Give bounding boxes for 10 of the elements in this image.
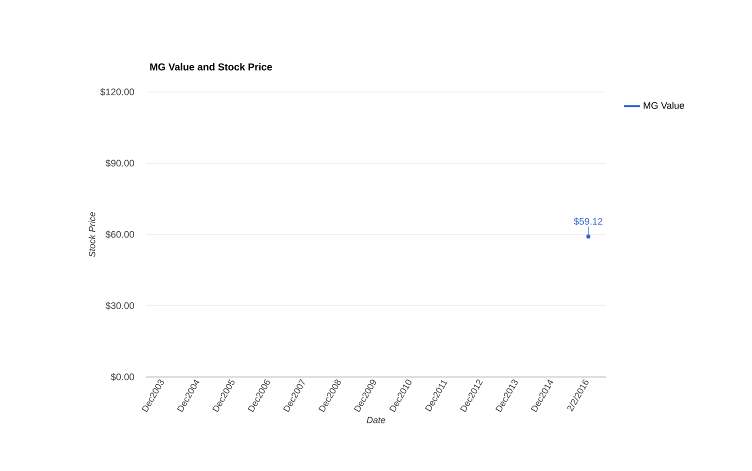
y-tick-label: $30.00 bbox=[106, 302, 134, 310]
legend-label: MG Value bbox=[644, 102, 684, 109]
y-axis-title: Stock Price bbox=[88, 212, 96, 258]
y-tick-label: $90.00 bbox=[106, 159, 134, 168]
x-axis-title: Date bbox=[366, 416, 386, 424]
y-tick-label: $0.00 bbox=[110, 373, 134, 381]
chart-title: MG Value and Stock Price bbox=[150, 63, 272, 70]
y-tick-label: $120.00 bbox=[100, 88, 134, 96]
data-label: $59.12 bbox=[574, 218, 602, 226]
y-tick-label: $60.00 bbox=[106, 230, 134, 238]
